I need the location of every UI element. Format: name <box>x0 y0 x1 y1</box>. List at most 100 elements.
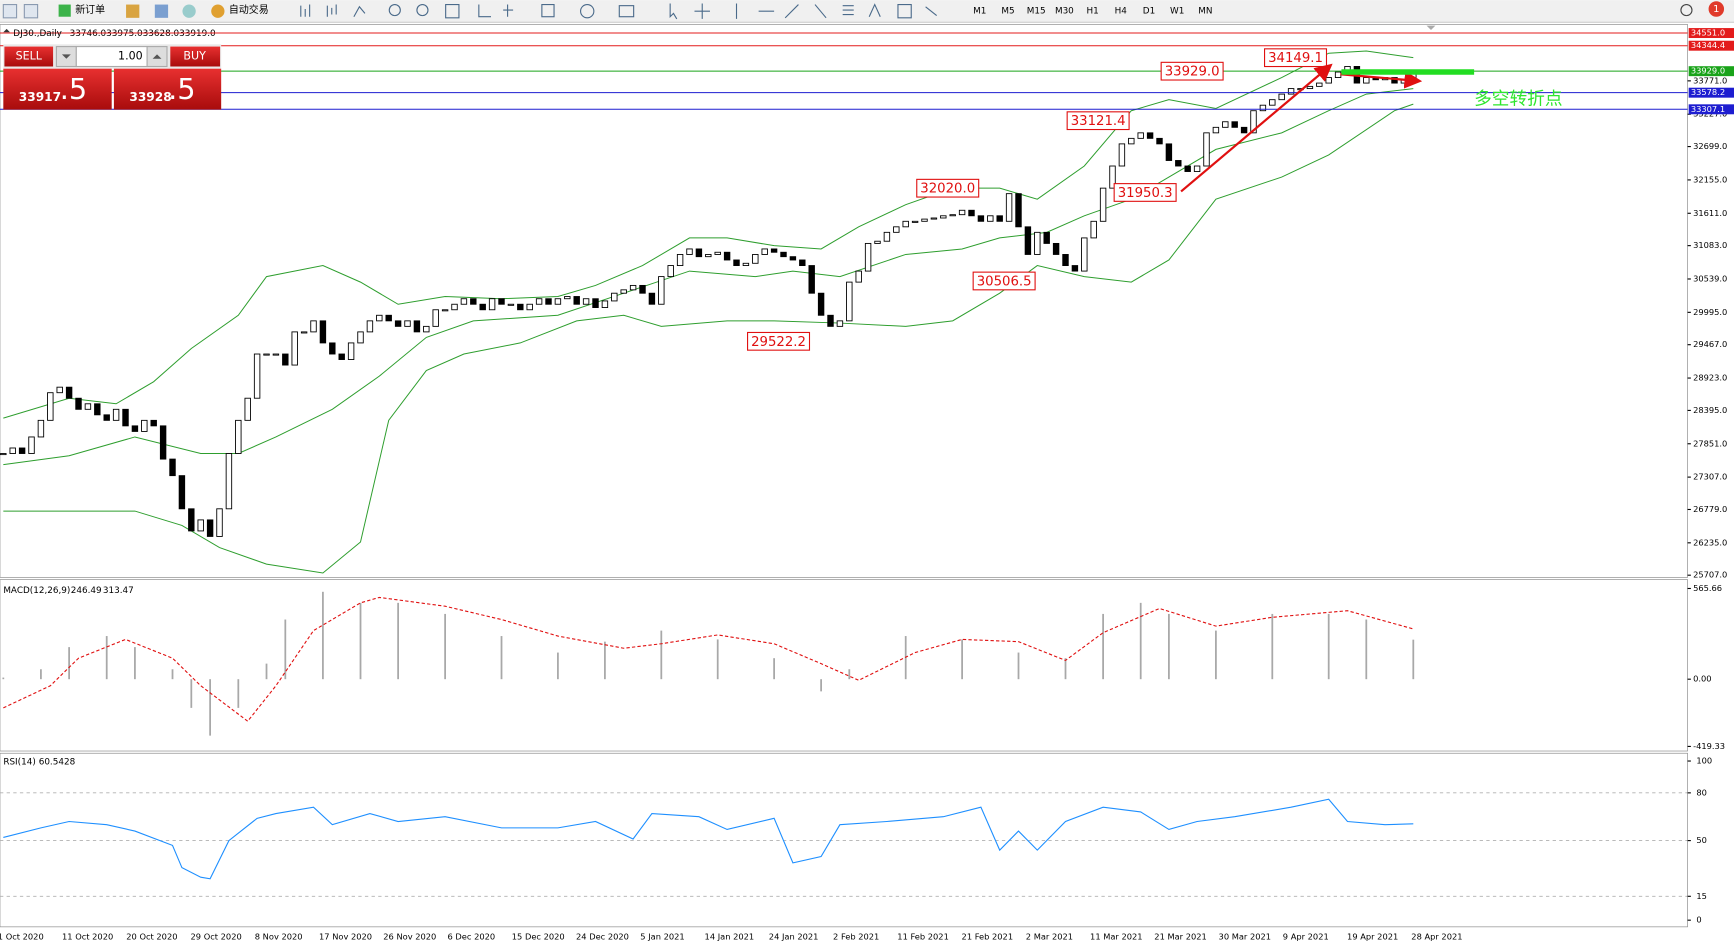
candle <box>1212 126 1220 134</box>
sell-price-box[interactable] <box>3 68 112 110</box>
candle <box>460 298 468 305</box>
icon-button[interactable] <box>182 4 196 18</box>
icon-button[interactable] <box>23 4 39 19</box>
zoom-in-icon[interactable] <box>388 4 401 17</box>
macd-title: MACD(12,26,9) <box>3 586 70 596</box>
drawing-tools[interactable] <box>669 3 938 20</box>
candle <box>394 320 402 327</box>
auto-trading-icon[interactable] <box>211 4 225 18</box>
candle <box>1231 121 1238 128</box>
candle-icon[interactable] <box>326 4 337 17</box>
price-annotation-label: 34149.1 <box>1268 51 1323 66</box>
timeframe-button[interactable]: H4 <box>1115 7 1128 17</box>
macd-bar <box>68 647 71 680</box>
macd-bar <box>359 602 362 680</box>
candle <box>535 298 543 305</box>
y-tick-label: 32699.0 <box>1693 141 1727 151</box>
timeframe-button[interactable]: M1 <box>973 7 986 17</box>
timeframe-button[interactable]: M15 <box>1027 7 1046 17</box>
notification-badge[interactable] <box>1708 1 1725 17</box>
tile-icon[interactable] <box>445 4 460 19</box>
timeframe-button[interactable]: W1 <box>1170 7 1184 17</box>
buy-label[interactable]: BUY <box>183 50 206 63</box>
toolbar <box>0 0 1734 23</box>
candle <box>987 215 994 222</box>
y-tick-label: 32155.0 <box>1693 174 1727 184</box>
macd-bar <box>848 669 851 680</box>
candle <box>1109 165 1116 189</box>
icon-button[interactable] <box>2 4 18 19</box>
candle <box>310 320 317 333</box>
candle <box>366 320 374 333</box>
auto-trading-button[interactable]: 自动交易 <box>229 3 269 16</box>
search-icon[interactable] <box>1680 4 1693 17</box>
candle <box>958 209 966 216</box>
price-annotation-label: 32020.0 <box>920 182 975 197</box>
sell-label[interactable]: SELL <box>16 50 43 63</box>
icon-button[interactable] <box>154 4 169 18</box>
x-tick-label: 6 Dec 2020 <box>448 931 496 941</box>
candle <box>1081 237 1088 272</box>
candle <box>47 392 54 421</box>
candle <box>789 256 797 261</box>
new-order-button[interactable]: 新订单 <box>75 3 105 16</box>
candle <box>526 303 533 311</box>
price-annotation-label: 33121.4 <box>1071 114 1126 129</box>
macd-bar <box>2 677 5 680</box>
timeframe-button[interactable]: H1 <box>1086 7 1098 17</box>
level-label: 34551.0 <box>1691 28 1725 38</box>
candle <box>855 270 862 283</box>
price-annotation <box>1113 183 1177 202</box>
timeframe-button[interactable]: M5 <box>1001 7 1014 17</box>
candle <box>1287 88 1295 95</box>
candle <box>911 220 919 223</box>
y-tick-label: 29995.0 <box>1693 307 1727 317</box>
x-tick-label: 11 Mar 2021 <box>1090 931 1143 941</box>
level-tag <box>1688 66 1734 77</box>
icon-button[interactable] <box>126 4 140 18</box>
line-icon[interactable] <box>353 5 366 17</box>
templates-icon[interactable] <box>618 5 635 18</box>
price-annotation-label: 29522.2 <box>751 335 806 350</box>
candle <box>592 298 599 308</box>
bar-chart-icon[interactable] <box>300 4 311 17</box>
indicators-icon[interactable] <box>541 4 555 18</box>
macd-bar <box>322 591 324 680</box>
buy-button[interactable] <box>170 46 221 67</box>
sell-button[interactable] <box>4 46 54 67</box>
bollinger-lower <box>3 103 1414 574</box>
candle <box>1015 193 1022 228</box>
zoom-out-icon[interactable] <box>416 4 429 17</box>
candle <box>573 296 580 305</box>
candle <box>150 419 157 427</box>
x-tick-label: 1 Oct 2020 <box>0 931 44 941</box>
candle <box>1071 265 1079 272</box>
y-tick-label: 27307.0 <box>1693 472 1727 482</box>
ohlc-value: 33919.0 <box>179 29 216 39</box>
periods-icon[interactable] <box>580 4 595 19</box>
candle <box>808 265 815 294</box>
buy-pip: .5 <box>168 72 195 106</box>
timeframe-button[interactable]: D1 <box>1143 7 1155 17</box>
candle <box>949 214 956 217</box>
candle <box>780 251 787 258</box>
level-tag <box>1688 40 1734 51</box>
volume-value[interactable]: 1.00 <box>118 50 143 63</box>
candle <box>1118 143 1126 167</box>
x-tick-label: 8 Nov 2020 <box>255 931 303 941</box>
level-tag <box>1688 104 1734 115</box>
candle <box>122 408 129 427</box>
scroll-icon[interactable] <box>478 4 514 18</box>
pivot-note: 多空转折点 <box>1474 89 1562 110</box>
candle <box>742 262 750 267</box>
buy-price-box[interactable] <box>113 68 222 110</box>
candle <box>1363 77 1370 84</box>
candle <box>517 303 524 311</box>
new-order-icon[interactable] <box>58 4 71 17</box>
timeframe-button[interactable]: MN <box>1198 7 1212 17</box>
toolbar-icons: 新订单 自动交易 1 <box>2 1 1725 20</box>
candle <box>94 403 101 416</box>
price-annotation-label: 33929.0 <box>1165 65 1220 80</box>
candle <box>620 289 627 294</box>
timeframe-button[interactable]: M30 <box>1055 7 1074 17</box>
